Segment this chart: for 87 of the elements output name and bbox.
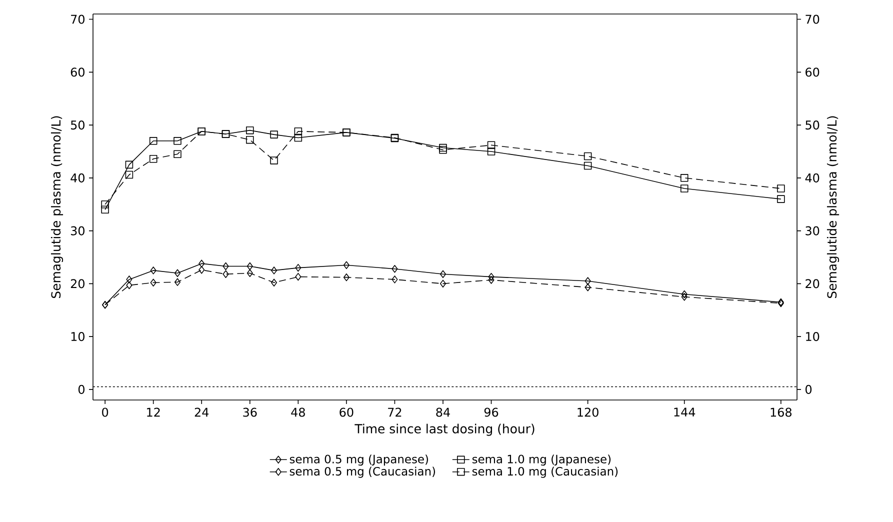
point [246, 269, 253, 277]
y2-tick-label: 20 [806, 279, 820, 288]
point [126, 276, 132, 284]
x-tick-label: 96 [484, 408, 498, 417]
point [584, 277, 591, 285]
point [584, 162, 592, 170]
point [487, 141, 496, 150]
point [101, 200, 109, 208]
x-tick-label: 24 [194, 408, 209, 417]
point [246, 136, 254, 144]
y-tick-label: 50 [70, 120, 84, 130]
point [246, 262, 253, 270]
x-tick-label: 60 [340, 408, 354, 417]
point [440, 280, 446, 288]
y2-tick-label: 60 [806, 68, 820, 77]
point [270, 156, 278, 164]
point [198, 266, 205, 274]
point [270, 130, 278, 138]
point [246, 126, 254, 134]
point [150, 266, 156, 274]
y2-tick-label: 0 [806, 384, 812, 394]
point [150, 278, 156, 286]
point [777, 184, 785, 192]
point [174, 150, 182, 158]
point [174, 278, 180, 286]
point [680, 184, 688, 192]
point [392, 276, 398, 284]
y2-tick-label: 30 [806, 226, 820, 236]
point [440, 270, 446, 278]
point [198, 260, 205, 268]
point [271, 278, 278, 286]
point [294, 134, 302, 142]
point [295, 272, 302, 281]
point [149, 154, 158, 163]
point [126, 281, 132, 290]
x-tick-label: 72 [388, 408, 402, 417]
point [101, 206, 109, 214]
point [487, 148, 496, 156]
point [222, 262, 229, 270]
x-tick-label: 36 [243, 408, 257, 417]
legend-label: sema 1.0 mg (Japanese) [472, 454, 611, 466]
point [584, 152, 592, 160]
point [125, 160, 134, 169]
point [343, 261, 350, 270]
y-tick-label: 40 [70, 173, 84, 182]
point [777, 195, 785, 203]
x-axis-title: Time since last dosing (hour) [354, 424, 534, 436]
point [584, 283, 591, 292]
point [174, 137, 182, 145]
point [174, 269, 180, 277]
y-tick-label: 70 [71, 14, 84, 24]
x-tick-label: 0 [102, 408, 108, 417]
point [294, 128, 302, 136]
point [488, 272, 494, 281]
y-tick-label: 20 [70, 279, 84, 288]
y-tick-label: 10 [71, 332, 84, 342]
y2-tick-label: 10 [806, 332, 820, 342]
x-tick-label: 144 [674, 408, 696, 416]
point [149, 137, 158, 145]
x-tick-label: 12 [147, 408, 160, 417]
y-tick-label: 60 [70, 68, 84, 77]
point [681, 293, 688, 301]
legend-label: sema 0.5 mg (Caucasian) [290, 466, 436, 478]
point [439, 144, 447, 152]
point [681, 290, 688, 298]
point [488, 276, 494, 284]
x-tick-label: 84 [436, 408, 450, 417]
y2-tick-label: 50 [806, 120, 820, 130]
point [439, 146, 447, 154]
y2-tick-label: 40 [805, 173, 820, 182]
x-tick-label: 120 [578, 408, 598, 417]
point [271, 266, 278, 274]
y-tick-label: 30 [70, 226, 84, 236]
point [680, 174, 688, 182]
point [295, 264, 302, 272]
point [125, 170, 134, 179]
legend-label: sema 0.5 mg (Japanese) [290, 454, 428, 466]
y-axis-title: Semaglutide plasma (nmol/L) [50, 116, 64, 298]
y2-axis-title: Semaglutide plasma (nmol/L) [826, 116, 840, 298]
y2-tick-label: 70 [806, 14, 820, 24]
y-tick-label: 0 [78, 384, 84, 394]
x-tick-label: 168 [770, 408, 792, 417]
point [392, 264, 398, 273]
point [222, 270, 229, 278]
point [343, 273, 350, 282]
x-tick-label: 48 [291, 408, 305, 417]
legend-label: sema 1.0 mg (Caucasian) [472, 466, 618, 478]
